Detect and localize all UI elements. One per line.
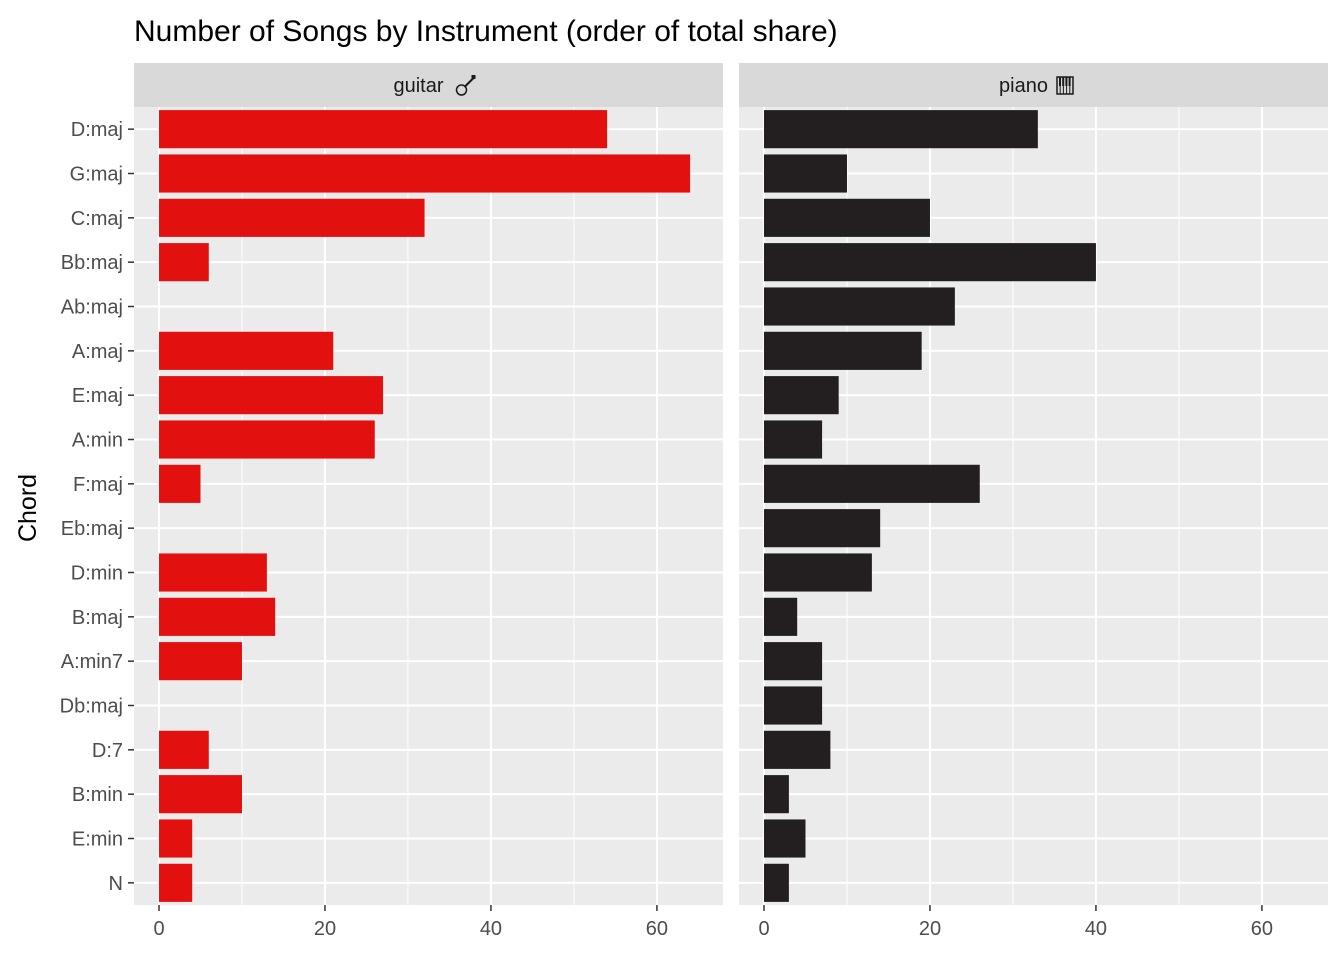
y-tick-label: C:maj (71, 208, 123, 230)
bar-piano-B:maj (764, 597, 798, 636)
y-tick-label: B:min (72, 784, 123, 806)
panel-piano: piano 0 20 40 60 (739, 63, 1328, 940)
piano-icon-black-key (1062, 77, 1065, 86)
y-tick-label: D:7 (92, 740, 123, 762)
bar-guitar-E:maj (159, 376, 384, 415)
y-tick-label: G:maj (70, 164, 123, 186)
bar-piano-D:maj (764, 110, 1038, 149)
facet-label-piano: piano (999, 75, 1048, 97)
y-tick-label: F:maj (73, 474, 123, 496)
piano-icon-black-key (1065, 77, 1068, 86)
bar-guitar-D:maj (159, 110, 608, 149)
bar-guitar-A:min7 (159, 642, 242, 681)
bar-piano-B:min (764, 775, 789, 814)
y-tick-label: Eb:maj (61, 518, 123, 540)
y-tick-label: Bb:maj (61, 252, 123, 274)
y-tick-label: B:maj (72, 607, 123, 629)
bar-guitar-B:min (159, 775, 242, 814)
x-tick-label: 40 (1085, 918, 1107, 940)
bar-guitar-Bb:maj (159, 243, 209, 282)
bar-piano-D:min (764, 553, 872, 592)
bar-guitar-C:maj (159, 198, 425, 237)
bar-guitar-D:7 (159, 730, 209, 769)
panel-background (134, 107, 723, 905)
facet-label-guitar: guitar (393, 75, 443, 97)
guitar-icon-head (471, 75, 476, 79)
y-axis: D:maj G:maj C:maj Bb:maj Ab:maj A:maj E:maj A:m… (60, 119, 134, 895)
panel-guitar: guitar 0 20 40 60 (134, 63, 723, 940)
bar-piano-C:maj (764, 198, 930, 237)
x-tick-label: 60 (646, 918, 668, 940)
bar-guitar-A:maj (159, 331, 334, 370)
bar-piano-A:min7 (764, 642, 823, 681)
y-tick-label: A:min7 (61, 651, 123, 673)
y-tick-label: E:min (72, 829, 123, 851)
piano-icon-frame (1056, 76, 1074, 95)
bar-guitar-G:maj (159, 154, 691, 193)
bar-guitar-A:min (159, 420, 375, 459)
y-tick-label: N (109, 873, 123, 895)
y-tick-label: Db:maj (60, 696, 123, 718)
bar-piano-Ab:maj (764, 287, 955, 326)
bar-guitar-B:maj (159, 597, 276, 636)
y-axis-title: Chord (14, 474, 42, 542)
facet-strip (739, 63, 1328, 107)
bar-guitar-E:min (159, 819, 193, 858)
piano-keys-icon (1056, 76, 1074, 95)
x-tick-label: 0 (153, 918, 164, 940)
bar-piano-D:7 (764, 730, 831, 769)
bar-guitar-F:maj (159, 464, 201, 503)
y-tick-label: E:maj (72, 385, 123, 407)
bar-piano-Bb:maj (764, 243, 1096, 282)
guitar-icon-body (455, 84, 468, 96)
piano-icon-black-key (1068, 77, 1071, 86)
guitar-icon-neck (463, 77, 475, 88)
panel-background (739, 107, 1328, 905)
x-tick-label: 20 (919, 918, 941, 940)
bar-piano-F:maj (764, 464, 980, 503)
y-tick-label: D:maj (71, 119, 123, 141)
y-tick-label: A:min (72, 430, 123, 452)
panels-layer: guitar 0 20 40 60 piano 0 20 40 60 D:maj G:maj C:maj… (60, 63, 1328, 940)
bar-piano-A:min (764, 420, 823, 459)
x-tick-label: 60 (1251, 918, 1273, 940)
piano-icon-black-key (1059, 77, 1061, 86)
bar-guitar-N (159, 863, 193, 902)
bar-piano-E:maj (764, 376, 839, 415)
bar-piano-Eb:maj (764, 509, 881, 548)
bar-piano-Db:maj (764, 686, 823, 725)
x-tick-label: 20 (314, 918, 336, 940)
bar-piano-N (764, 863, 789, 902)
y-tick-label: A:maj (72, 341, 123, 363)
x-tick-label: 40 (480, 918, 502, 940)
bar-piano-A:maj (764, 331, 922, 370)
guitar-icon (455, 75, 476, 96)
chart-title: Number of Songs by Instrument (order of … (134, 15, 838, 48)
y-tick-label: D:min (71, 563, 123, 585)
facet-strip (134, 63, 723, 107)
y-tick-label: Ab:maj (61, 297, 123, 319)
x-tick-label: 0 (758, 918, 769, 940)
bar-piano-E:min (764, 819, 806, 858)
bar-piano-G:maj (764, 154, 847, 193)
bar-guitar-D:min (159, 553, 267, 592)
